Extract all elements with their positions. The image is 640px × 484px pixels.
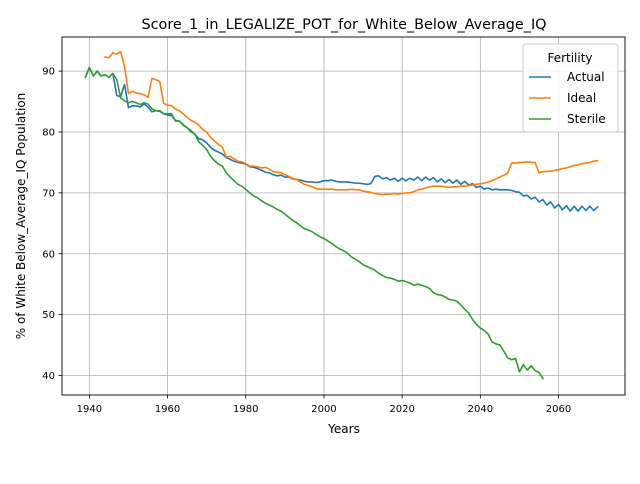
y-tick-label: 80 — [42, 128, 55, 139]
x-tick-label: 2020 — [389, 404, 414, 415]
chart-title: Score_1_in_LEGALIZE_POT_for_White_Below_… — [141, 17, 546, 33]
legend-label-ideal: Ideal — [567, 91, 596, 105]
y-tick-label: 70 — [42, 188, 55, 199]
x-tick-label: 1960 — [155, 404, 180, 415]
series-lines — [84, 50, 599, 380]
x-tick-label: 1940 — [77, 404, 102, 415]
y-tick-label: 60 — [42, 249, 55, 260]
legend-title: Fertility — [547, 51, 592, 65]
x-tick-label: 2060 — [546, 404, 571, 415]
y-axis-label: % of White Below_Average_IQ Population — [14, 93, 28, 340]
series-line-ideal — [104, 50, 599, 196]
y-tick-label: 50 — [42, 310, 55, 321]
y-tick-label: 40 — [42, 371, 55, 382]
series-line-sterile — [84, 66, 545, 380]
axis-ticks: 1940 1960 1980 2000 2020 2040 2060 40 50 60 70 80 90 — [42, 67, 571, 415]
legend-box — [522, 43, 619, 133]
plot-frame — [61, 36, 626, 396]
x-tick-label: 1980 — [233, 404, 258, 415]
legend-entries: Actual Ideal Sterile — [529, 70, 606, 126]
legend: Fertility Actual Ideal Sterile — [522, 43, 619, 133]
x-tick-label: 2040 — [468, 404, 493, 415]
legend-label-sterile: Sterile — [567, 112, 606, 126]
x-tick-label: 2000 — [311, 404, 336, 415]
series-line-actual — [84, 66, 599, 212]
x-axis-label: Years — [327, 422, 360, 436]
legend-label-actual: Actual — [567, 70, 605, 84]
y-tick-label: 90 — [42, 67, 55, 78]
